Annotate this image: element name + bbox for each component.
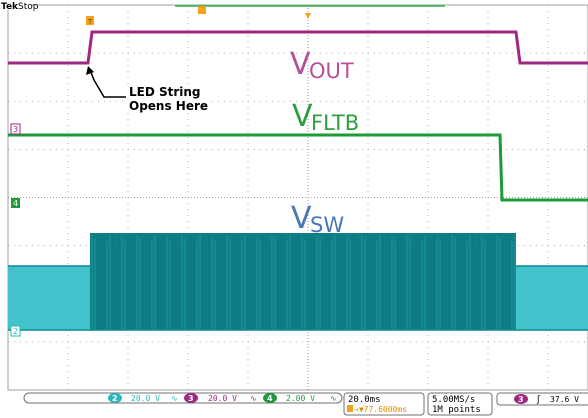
svg-text:4: 4 xyxy=(13,199,18,208)
vsw-trace xyxy=(8,233,588,331)
ch2-bandwidth-icon: ∿ xyxy=(171,394,178,403)
svg-text:V: V xyxy=(291,201,312,236)
vfltb-label: V FLTB xyxy=(292,99,359,135)
svg-text:V: V xyxy=(292,99,313,134)
svg-text:20.0 V: 20.0 V xyxy=(208,394,237,403)
svg-text:3: 3 xyxy=(518,395,524,404)
vfltb-trace xyxy=(8,133,588,202)
svg-text:4: 4 xyxy=(267,394,273,403)
ch4-bandwidth-icon: ∿ xyxy=(330,394,337,403)
ch3-bandwidth-icon: ∿ xyxy=(250,394,257,403)
svg-text:5.00MS/s: 5.00MS/s xyxy=(432,395,475,405)
svg-text:20.0ms: 20.0ms xyxy=(348,395,381,405)
svg-text:SW: SW xyxy=(310,213,344,237)
svg-text:3: 3 xyxy=(13,125,18,134)
svg-text:T: T xyxy=(87,18,93,26)
svg-text:LED String: LED String xyxy=(129,85,201,99)
svg-text:2: 2 xyxy=(13,327,18,336)
ch3-readout[interactable]: 3 20.0 V ∿ xyxy=(184,393,257,403)
trigger-readout[interactable]: 3 ʃ 37.6 V xyxy=(496,392,588,406)
svg-text:FLTB: FLTB xyxy=(311,111,359,135)
channel-readout-box xyxy=(23,392,343,404)
svg-text:→▼77.6000ms: →▼77.6000ms xyxy=(354,405,407,414)
trigger-marker-icon: T xyxy=(86,16,94,26)
ch4-readout[interactable]: 4 2.00 V ∿ xyxy=(263,393,337,403)
brand-label: Tek xyxy=(1,2,19,12)
svg-text:V: V xyxy=(290,47,311,82)
led-string-open-annotation: LED String Opens Here xyxy=(86,66,210,113)
ch2-ground-marker[interactable]: 2 xyxy=(10,325,21,337)
vout-trace xyxy=(8,30,588,65)
acquisition-status: Stop xyxy=(18,2,39,12)
vout-label: V OUT xyxy=(290,47,354,83)
center-marker-icon xyxy=(305,13,311,19)
cursor-marker-icon xyxy=(198,6,206,14)
svg-text:1M points: 1M points xyxy=(432,405,481,415)
timebase-readout[interactable]: 20.0ms →▼77.6000ms xyxy=(343,392,425,416)
svg-text:2.00 V: 2.00 V xyxy=(286,394,315,403)
ch2-readout[interactable]: 2 20.0 V ∿ xyxy=(108,393,178,403)
svg-text:20.0 V: 20.0 V xyxy=(131,394,160,403)
trigger-slope-icon: ʃ xyxy=(536,395,541,405)
svg-text:Opens Here: Opens Here xyxy=(129,99,208,113)
svg-text:3: 3 xyxy=(188,394,194,403)
trigger-position-icon xyxy=(347,405,353,412)
header-background xyxy=(0,0,32,10)
acquisition-readout[interactable]: 5.00MS/s 1M points xyxy=(427,392,493,416)
ch3-ground-marker[interactable]: 3 xyxy=(10,123,21,135)
svg-text:2: 2 xyxy=(112,394,118,403)
vsw-label: V SW xyxy=(291,201,344,237)
svg-text:OUT: OUT xyxy=(309,59,354,83)
svg-text:37.6 V: 37.6 V xyxy=(550,395,579,404)
ch4-ground-marker[interactable]: 4 xyxy=(11,198,20,208)
